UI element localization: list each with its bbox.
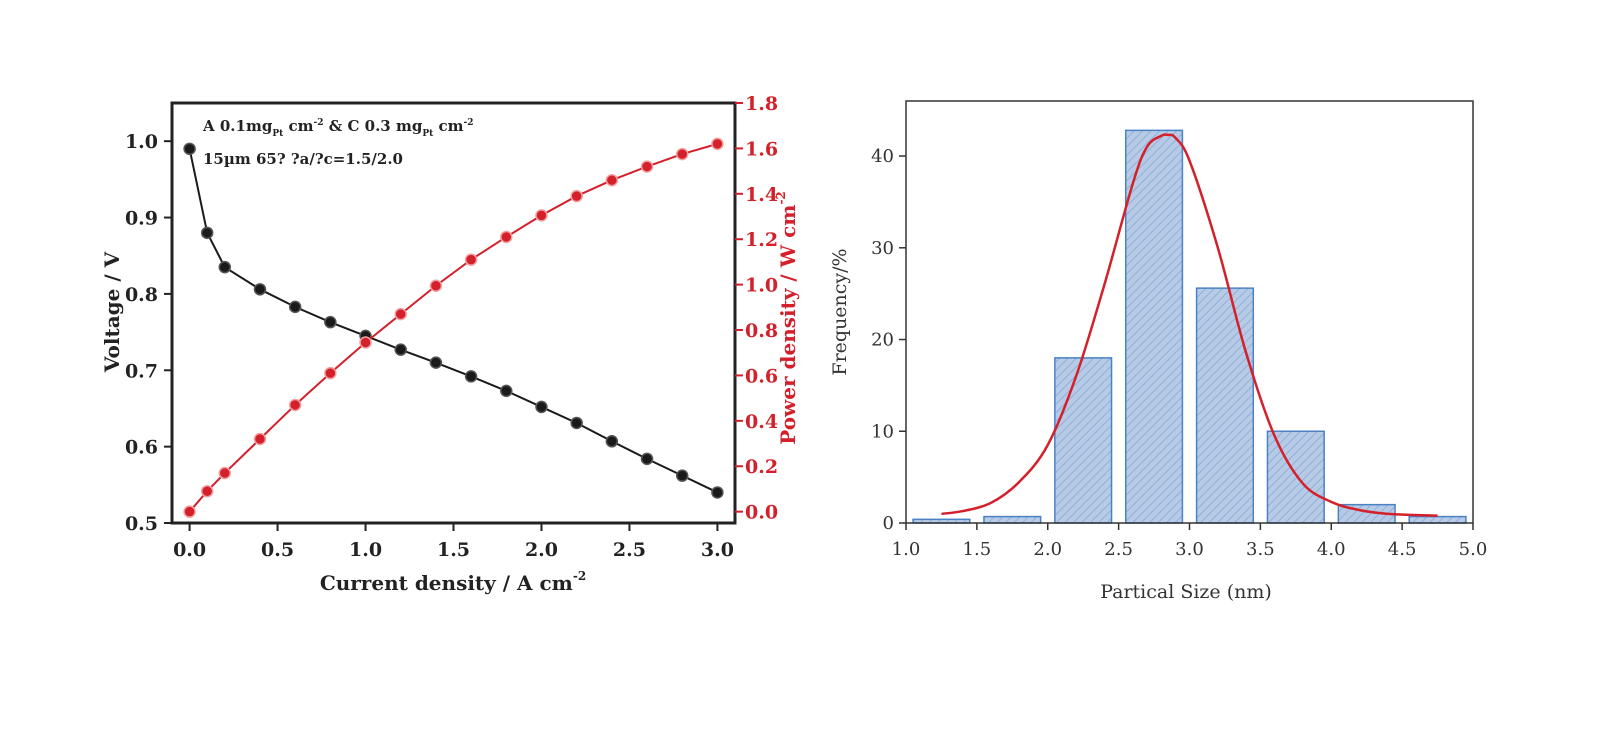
right-y-tick-label: 1.6 bbox=[745, 138, 778, 160]
right-y-tick-label: 1.2 bbox=[745, 229, 778, 251]
histogram-y-tick-label: 40 bbox=[871, 146, 894, 167]
left-y-ticks-voltage: 0.5 0.6 0.7 0.8 0.9 1.0 bbox=[125, 131, 172, 535]
left-x-tick-label: 1.0 bbox=[349, 539, 382, 561]
annotation-line-2: 15µm 65? ?a/?c=1.5/2.0 bbox=[203, 150, 403, 168]
voltage-point bbox=[429, 356, 443, 369]
right-y-tick-label: 0.8 bbox=[745, 320, 778, 342]
power-density-point bbox=[218, 466, 232, 480]
power-density-line bbox=[188, 142, 718, 513]
left-x-tick-label: 3.0 bbox=[701, 539, 734, 561]
right-y-axis-label: Power density / W cm-2 bbox=[774, 191, 800, 445]
histogram-x-tick-label: 3.5 bbox=[1246, 539, 1275, 560]
voltage-point bbox=[394, 343, 407, 356]
right-y-tick-label: 0.6 bbox=[745, 365, 778, 387]
voltage-point bbox=[218, 260, 232, 274]
particle-size-histogram: 1.0 1.5 2.0 2.5 3.0 3.5 4.0 4.5 5.0 0 10 20 30 40 Pa… bbox=[829, 100, 1488, 603]
left-y-tick-label: 0.9 bbox=[125, 208, 158, 230]
right-y-tick-label: 1.0 bbox=[745, 275, 778, 297]
power-density-point bbox=[464, 253, 478, 266]
power-density-point bbox=[500, 230, 513, 244]
right-y-tick-label: 0.2 bbox=[745, 456, 778, 478]
right-y-tick-label: 1.8 bbox=[745, 93, 778, 115]
histogram-x-tick-label: 4.5 bbox=[1388, 539, 1417, 560]
histogram-x-tick-label: 1.5 bbox=[963, 539, 992, 560]
left-y-tick-label: 0.7 bbox=[125, 360, 158, 382]
histogram-y-tick-label: 0 bbox=[883, 513, 894, 534]
right-y-tick-label: 1.4 bbox=[745, 184, 778, 206]
power-density-point bbox=[359, 336, 372, 349]
left-x-tick-label: 0.0 bbox=[173, 539, 206, 561]
histogram-bar bbox=[983, 515, 1042, 524]
voltage-point bbox=[640, 452, 654, 466]
histogram-x-ticks: 1.0 1.5 2.0 2.5 3.0 3.5 4.0 4.5 5.0 bbox=[892, 523, 1488, 560]
gaussian-fit-curve bbox=[941, 133, 1438, 517]
left-y-axis-label: Voltage / V bbox=[100, 251, 124, 373]
voltage-point bbox=[253, 283, 267, 296]
voltage-point bbox=[675, 469, 689, 482]
histogram-x-tick-label: 5.0 bbox=[1459, 539, 1488, 560]
power-density-point bbox=[253, 432, 267, 446]
voltage-point bbox=[570, 416, 583, 430]
histogram-y-axis-label: Frequency/% bbox=[829, 248, 851, 375]
power-density-point bbox=[394, 307, 407, 321]
right-y-tick-label: 0.4 bbox=[745, 411, 778, 433]
left-x-tick-label: 2.5 bbox=[613, 539, 646, 561]
left-y-tick-label: 1.0 bbox=[125, 131, 158, 153]
histogram-y-ticks: 0 10 20 30 40 bbox=[871, 146, 906, 534]
left-x-axis-label: Current density / A cm-2 bbox=[320, 569, 586, 595]
voltage-point bbox=[200, 226, 214, 240]
power-density-point bbox=[429, 279, 443, 293]
histogram-bar bbox=[1266, 430, 1325, 524]
histogram-y-tick-label: 10 bbox=[871, 421, 894, 442]
histogram-bars bbox=[912, 129, 1467, 524]
histogram-x-axis-label: Partical Size (nm) bbox=[1100, 581, 1272, 603]
right-y-ticks-power: 0.0 0.2 0.4 0.6 0.8 1.0 1.2 1.4 1.6 1.8 bbox=[735, 93, 778, 524]
polarization-chart: 0.0 0.5 1.0 1.5 2.0 2.5 3.0 0.5 0.6 0.7 0.8 0.9 1.0… bbox=[100, 93, 800, 595]
power-density-point bbox=[535, 209, 548, 222]
power-density-point bbox=[183, 505, 196, 518]
histogram-bar bbox=[1195, 287, 1255, 524]
power-density-point bbox=[711, 137, 724, 151]
histogram-bar bbox=[1408, 515, 1467, 524]
histogram-bar bbox=[1124, 129, 1184, 524]
histogram-x-tick-label: 2.0 bbox=[1033, 539, 1062, 560]
voltage-point bbox=[288, 300, 302, 314]
histogram-x-tick-label: 4.0 bbox=[1317, 539, 1346, 560]
voltage-point bbox=[464, 370, 478, 383]
voltage-line bbox=[188, 148, 718, 494]
histogram-x-tick-label: 1.0 bbox=[892, 539, 921, 560]
histogram-y-tick-label: 20 bbox=[871, 330, 894, 351]
voltage-point bbox=[535, 400, 548, 414]
left-x-tick-label: 2.0 bbox=[525, 539, 558, 561]
power-density-point bbox=[324, 366, 337, 380]
left-x-ticks: 0.0 0.5 1.0 1.5 2.0 2.5 3.0 bbox=[173, 523, 734, 561]
voltage-point bbox=[324, 315, 337, 329]
histogram-x-tick-label: 2.5 bbox=[1104, 539, 1133, 560]
power-density-point bbox=[570, 189, 583, 203]
power-density-point bbox=[640, 160, 654, 173]
power-density-point bbox=[200, 484, 214, 498]
histogram-bar bbox=[1054, 357, 1113, 524]
left-series-group bbox=[183, 137, 724, 518]
power-density-point bbox=[288, 398, 302, 412]
left-x-tick-label: 0.5 bbox=[261, 539, 294, 561]
voltage-point bbox=[500, 384, 513, 398]
right-y-tick-label: 0.0 bbox=[745, 502, 778, 524]
histogram-y-tick-label: 30 bbox=[871, 238, 894, 259]
voltage-point bbox=[711, 486, 724, 499]
histogram-x-tick-label: 3.0 bbox=[1175, 539, 1204, 560]
power-density-point bbox=[675, 147, 689, 161]
left-x-tick-label: 1.5 bbox=[437, 539, 470, 561]
left-y-tick-label: 0.5 bbox=[125, 513, 158, 535]
gaussian-fit-path bbox=[941, 133, 1438, 517]
left-y-tick-label: 0.8 bbox=[125, 284, 158, 306]
power-density-point bbox=[605, 173, 619, 187]
annotation-line-1: A 0.1mgPt cm-2 & C 0.3 mgPt cm-2 bbox=[202, 117, 474, 139]
voltage-point bbox=[183, 142, 196, 156]
right-plot-frame bbox=[905, 100, 1474, 524]
left-y-tick-label: 0.6 bbox=[125, 437, 158, 459]
voltage-point bbox=[605, 435, 619, 448]
